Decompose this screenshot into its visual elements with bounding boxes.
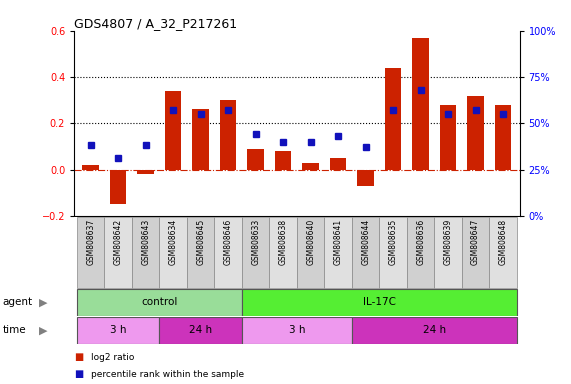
Bar (385, 68, 401, 170)
Text: GSM808640: GSM808640 (306, 219, 315, 265)
Text: GSM808634: GSM808634 (168, 219, 178, 265)
Bar (495, 105, 512, 170)
Text: 24 h: 24 h (423, 325, 446, 335)
FancyBboxPatch shape (324, 217, 352, 288)
FancyBboxPatch shape (352, 217, 379, 288)
Text: log2 ratio: log2 ratio (91, 353, 135, 362)
Text: 3 h: 3 h (110, 325, 126, 335)
FancyBboxPatch shape (242, 317, 352, 344)
Bar (330, 158, 347, 170)
FancyBboxPatch shape (462, 217, 489, 288)
FancyBboxPatch shape (407, 217, 435, 288)
Text: GSM808639: GSM808639 (444, 219, 453, 265)
Text: IL-17C: IL-17C (363, 297, 396, 307)
FancyBboxPatch shape (159, 217, 187, 288)
FancyBboxPatch shape (242, 217, 270, 288)
Bar (412, 38, 429, 170)
Bar (303, 162, 319, 170)
Bar (247, 149, 264, 170)
Text: 3 h: 3 h (289, 325, 305, 335)
Text: GSM808637: GSM808637 (86, 219, 95, 265)
Text: GSM808645: GSM808645 (196, 219, 205, 265)
FancyBboxPatch shape (489, 217, 517, 288)
Bar (110, 170, 126, 204)
Text: ▶: ▶ (39, 325, 47, 335)
Bar (357, 170, 374, 186)
FancyBboxPatch shape (379, 217, 407, 288)
Text: GSM808635: GSM808635 (389, 219, 397, 265)
Text: ▶: ▶ (39, 297, 47, 307)
Text: time: time (3, 325, 26, 335)
FancyBboxPatch shape (352, 317, 517, 344)
FancyBboxPatch shape (297, 217, 324, 288)
FancyBboxPatch shape (215, 217, 242, 288)
Text: GSM808633: GSM808633 (251, 219, 260, 265)
FancyBboxPatch shape (77, 317, 159, 344)
FancyBboxPatch shape (77, 289, 242, 316)
Bar (275, 151, 291, 170)
Text: GDS4807 / A_32_P217261: GDS4807 / A_32_P217261 (74, 17, 238, 30)
Bar (192, 109, 209, 170)
Bar (440, 105, 456, 170)
Text: GSM808636: GSM808636 (416, 219, 425, 265)
Bar (468, 96, 484, 170)
FancyBboxPatch shape (270, 217, 297, 288)
FancyBboxPatch shape (104, 217, 132, 288)
FancyBboxPatch shape (187, 217, 215, 288)
Text: control: control (141, 297, 178, 307)
Text: ■: ■ (74, 369, 83, 379)
Text: GSM808647: GSM808647 (471, 219, 480, 265)
FancyBboxPatch shape (132, 217, 159, 288)
Text: agent: agent (3, 297, 33, 307)
Text: percentile rank within the sample: percentile rank within the sample (91, 370, 244, 379)
Text: GSM808644: GSM808644 (361, 219, 370, 265)
Bar (82, 165, 99, 170)
Text: 24 h: 24 h (189, 325, 212, 335)
Bar (165, 91, 182, 170)
Bar (138, 170, 154, 174)
FancyBboxPatch shape (159, 317, 242, 344)
Text: GSM808643: GSM808643 (141, 219, 150, 265)
Text: GSM808646: GSM808646 (224, 219, 233, 265)
Text: GSM808641: GSM808641 (333, 219, 343, 265)
Bar (220, 100, 236, 170)
Text: GSM808642: GSM808642 (114, 219, 123, 265)
Text: GSM808638: GSM808638 (279, 219, 288, 265)
FancyBboxPatch shape (77, 217, 104, 288)
Text: ■: ■ (74, 352, 83, 362)
FancyBboxPatch shape (242, 289, 517, 316)
Text: GSM808648: GSM808648 (498, 219, 508, 265)
FancyBboxPatch shape (435, 217, 462, 288)
